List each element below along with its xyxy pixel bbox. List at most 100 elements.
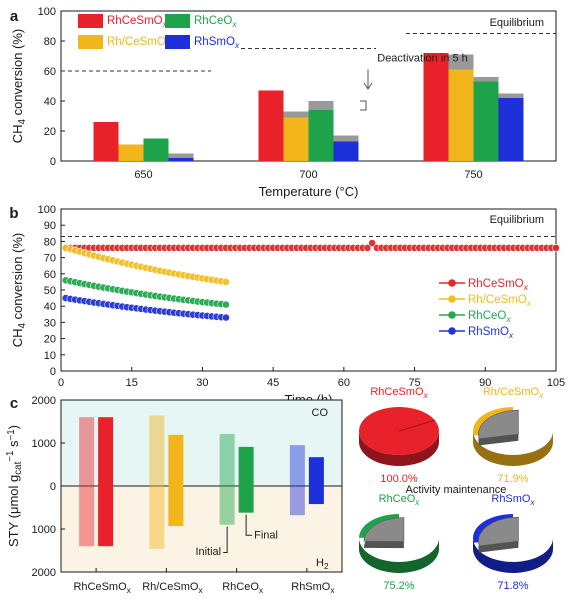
legend-label-RhCeOx: RhCeOx	[194, 15, 237, 29]
legend: RhCeSmOx Rh/CeSmOx RhCeOx RhSmOx	[78, 14, 240, 50]
bar-initial-RhSmOx	[333, 135, 359, 142]
pie-name: RhCeOx	[379, 493, 421, 507]
legend-label-Rh/CeSmOx: Rh/CeSmOx	[468, 294, 532, 308]
y-tick-label: 50	[44, 285, 56, 297]
legend-swatch-Rh/CeSmOx	[78, 35, 103, 49]
bar-initial-RhSmOx	[289, 445, 305, 516]
bar-Rh/CeSmOx	[118, 144, 144, 161]
x-tick-label: 45	[267, 377, 279, 389]
series-RhCeOx	[61, 276, 230, 309]
bar-RhCeOx	[473, 81, 499, 161]
activity-maintenance-title: Activity maintenance	[406, 484, 507, 496]
y-tick-label: 0	[50, 156, 56, 168]
panel-letter-c: c	[10, 395, 18, 412]
deactivation-annotation: Deactivation in 5 h	[377, 53, 468, 65]
y-axis-label: CH4 conversion (%)	[10, 29, 28, 144]
y-tick-label: 0	[50, 481, 56, 493]
x-tick-label: 30	[196, 377, 208, 389]
legend-label-Rh/CeSmOx: Rh/CeSmOx	[107, 36, 171, 50]
legend-label-RhCeSmOx: RhCeSmOx	[468, 278, 529, 292]
y-tick-label: 70	[44, 253, 56, 265]
x-axis-label: Temperature (°C)	[259, 184, 359, 199]
bar-final-RhSmOx	[308, 457, 324, 505]
bar-initial-RhCeOx	[219, 433, 235, 525]
legend-marker-RhSmOx	[448, 327, 456, 335]
data-point-RhCeSmOx	[552, 243, 560, 252]
pie-slice-lost	[363, 517, 405, 542]
bar-final-RhCeOx	[238, 446, 254, 513]
pie-value-label: 75.2%	[383, 580, 414, 592]
x-tick-label: 15	[126, 377, 138, 389]
equilibrium-label: Equilibrium	[490, 17, 544, 29]
initial-leader	[223, 526, 228, 553]
bar-initial-RhSmOx	[498, 93, 524, 98]
panel-letter-a: a	[10, 8, 19, 25]
equilibrium-label: Equilibrium	[490, 214, 544, 226]
bar-final-RhCeSmOx	[98, 417, 114, 547]
y-tick-label: 1000	[32, 438, 56, 450]
x-tick-label: 650	[134, 169, 152, 181]
y-tick-label: 20	[44, 334, 56, 346]
y-tick-label: 80	[44, 236, 56, 248]
pie-value-label: 71.9%	[497, 473, 528, 485]
co-label: CO	[312, 407, 329, 419]
legend-swatch-RhSmOx	[165, 35, 190, 49]
data-point-RhCeOx	[222, 300, 230, 309]
annotation-arrow	[363, 69, 373, 90]
y-tick-label: 80	[44, 36, 56, 48]
pie-rhceo: RhCeOx 75.2%	[359, 493, 439, 592]
bar-RhCeSmOx	[93, 122, 119, 161]
bar-RhCeOx	[143, 138, 169, 161]
legend-label-RhCeSmOx: RhCeSmOx	[107, 15, 168, 29]
pie-name: RhSmOx	[491, 493, 535, 507]
bar-initial-Rh/CeSmOx	[283, 111, 309, 118]
bar-RhSmOx	[333, 141, 359, 161]
legend-label-RhSmOx: RhSmOx	[468, 326, 514, 340]
pie-side	[473, 538, 553, 573]
panel-c-pies: RhCeSmOx100.0%Rh/CeSmOx71.9%RhCeOx75.2%R…	[359, 386, 553, 592]
legend-label-RhSmOx: RhSmOx	[194, 36, 240, 50]
bar-initial-RhCeOx	[308, 101, 334, 110]
h2-label: H2	[316, 557, 329, 571]
bar-RhCeSmOx	[423, 53, 449, 161]
bar-initial-Rh/CeSmOx	[448, 54, 474, 70]
pie-name: RhCeSmOx	[370, 386, 428, 400]
bar-final-Rh/CeSmOx	[168, 434, 184, 526]
y-tick-label: 2000	[32, 395, 56, 407]
bar-Rh/CeSmOx	[448, 69, 474, 161]
bar-initial-RhCeOx	[473, 77, 499, 82]
y-axis-label: STY (μmol gcat−1 s−1)	[5, 425, 24, 547]
series-Rh/CeSmOx	[61, 243, 230, 286]
y-axis-label: CH4 conversion (%)	[10, 233, 28, 348]
pie-side	[473, 431, 553, 466]
panel-b: b 0 10 20 30 40 50 60 70 80 90 100 0 15 30 45 60 75 90 105 C…	[9, 204, 565, 407]
data-point-Rh/CeSmOx	[222, 277, 230, 286]
y-tick-label: 1000	[32, 524, 56, 536]
x-tick-label: 105	[547, 377, 565, 389]
series-RhSmOx	[61, 294, 230, 322]
pie-slice-lost	[478, 516, 519, 547]
bar-Rh/CeSmOx	[283, 117, 309, 161]
legend-marker-RhCeSmOx	[448, 279, 456, 287]
y-tick-label: 2000	[32, 567, 56, 579]
panel-a: a 0 20 40 60 80 100 CH4 conversion (%) 650 700 750…	[10, 6, 557, 199]
y-tick-label: 40	[44, 301, 56, 313]
data-point-RhCeSmOx	[368, 239, 377, 247]
legend-swatch-RhCeOx	[165, 14, 190, 28]
y-tick-label: 60	[44, 66, 56, 78]
y-tick-label: 30	[44, 317, 56, 329]
pie-rhcesmo: RhCeSmOx 100.0%	[359, 386, 439, 485]
x-tick-label: 750	[464, 169, 482, 181]
pie-side	[359, 431, 439, 466]
x-tick-label: 90	[479, 377, 491, 389]
bar-initial-RhSmOx	[168, 153, 194, 158]
pie-value-label: 100.0%	[380, 473, 418, 485]
bar-RhSmOx	[168, 158, 194, 161]
panel-letter-b: b	[9, 205, 18, 222]
legend: RhCeSmOx Rh/CeSmOx RhCeOx RhSmOx	[439, 278, 532, 340]
bar-RhCeSmOx	[258, 90, 284, 161]
series-RhCeSmOx	[61, 239, 560, 252]
x-tick-label-Rh/CeSmOx: Rh/CeSmOx	[142, 581, 203, 595]
y-tick-label: 0	[50, 366, 56, 378]
